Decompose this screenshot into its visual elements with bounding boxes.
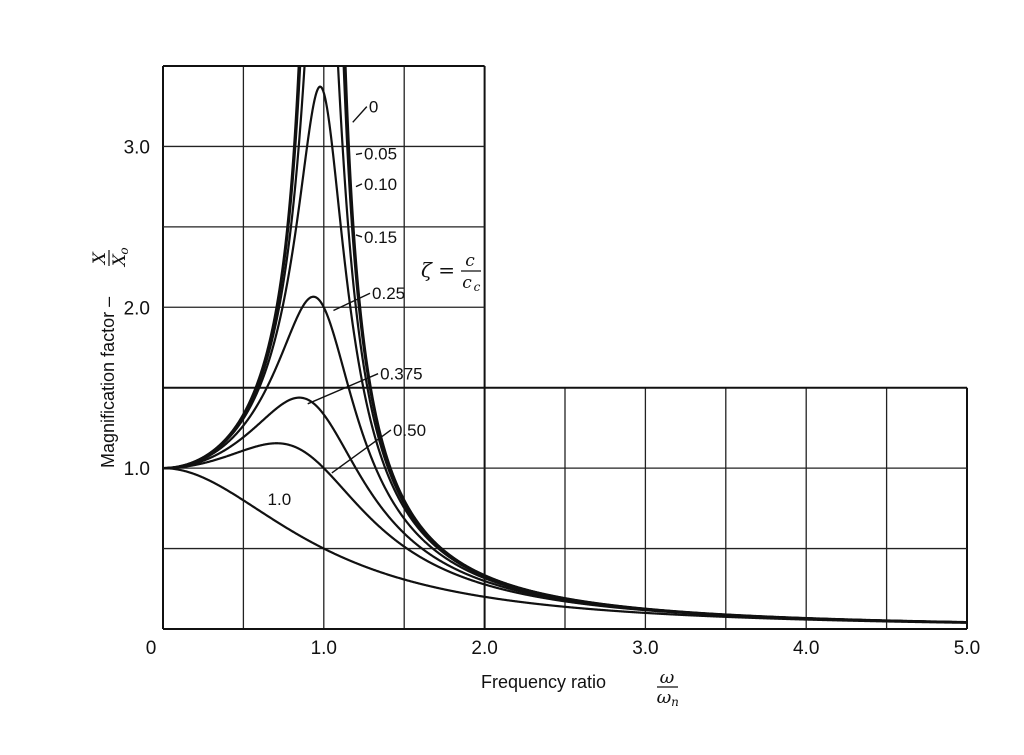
y-symbol-denominator-sub: o [117, 247, 131, 254]
leader-line [331, 429, 392, 474]
series-label: 0 [369, 98, 378, 117]
leader-line [307, 373, 379, 405]
y-symbol-numerator: X [90, 251, 110, 266]
zeta-fraction-numerator: c [465, 251, 475, 271]
x-tick-label: 5.0 [954, 638, 980, 659]
series-label: 0.05 [364, 144, 397, 163]
series-line [163, 467, 967, 624]
series-label: 1.0 [268, 490, 292, 509]
x-symbol-denominator: ω [657, 687, 672, 708]
y-tick-label: 2.0 [124, 298, 150, 319]
leader-line [355, 183, 363, 188]
tick-labels: 0 1.0 2.0 3.0 4.0 5.0 1.0 2.0 3.0 [124, 137, 981, 659]
series-line [342, 66, 967, 624]
leader-line [333, 292, 371, 312]
x-tick-label: 3.0 [632, 638, 658, 659]
label-leaders [307, 106, 392, 474]
leader-line [355, 234, 363, 238]
x-tick-label: 2.0 [471, 638, 497, 659]
y-tick-label: 1.0 [124, 459, 150, 480]
curve-labels: 0 0.05 0.10 0.15 0.25 0.375 0.50 1.0 [268, 98, 427, 509]
series-label: 0.50 [393, 421, 426, 440]
x-tick-label: 0 [146, 638, 157, 659]
series-label: 0.375 [380, 365, 423, 384]
zeta-fraction-denominator-sub: c [474, 280, 481, 294]
y-tick-label: 3.0 [124, 137, 150, 158]
curves [163, 66, 967, 624]
zeta-symbol: ζ = [421, 258, 455, 282]
series-label: 0.15 [364, 228, 397, 247]
damping-ratio-legend-title: ζ = c c c [421, 251, 481, 294]
series-label: 0.25 [372, 284, 405, 303]
series-label: 0.10 [364, 175, 397, 194]
series-line [344, 66, 967, 624]
y-symbol-denominator: X [110, 253, 130, 268]
x-symbol-denominator-sub: n [671, 695, 679, 709]
grid [162, 65, 968, 630]
y-axis-title: Magnification factor – X X o [90, 247, 131, 468]
leader-line [355, 152, 363, 156]
x-symbol-numerator: ω [660, 667, 675, 688]
zeta-fraction-denominator: c [462, 273, 472, 293]
x-axis-label: Frequency ratio [481, 672, 606, 692]
x-axis-title: Frequency ratio ω ω n [481, 667, 679, 709]
leader-line [352, 106, 368, 123]
x-tick-label: 1.0 [311, 638, 337, 659]
y-axis-label: Magnification factor – [98, 297, 118, 468]
x-tick-label: 4.0 [793, 638, 819, 659]
